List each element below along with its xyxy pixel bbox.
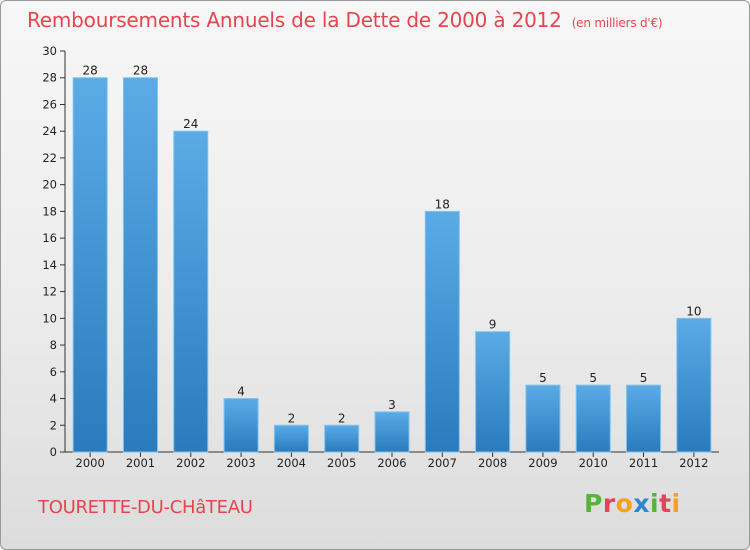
bar (676, 317, 712, 453)
y-tick-label: 20 (42, 178, 57, 192)
y-tick-label: 2 (50, 418, 57, 432)
y-tick-label: 0 (50, 445, 57, 459)
bar (72, 77, 108, 453)
commune-name: TOURETTE-DU-CHâTEAU (38, 497, 253, 518)
chart-bars (72, 77, 712, 453)
bar (223, 398, 259, 453)
bar (173, 130, 209, 453)
logo-letter: i (650, 489, 660, 518)
bar (122, 77, 158, 453)
logo-letter: o (615, 489, 634, 518)
y-tick-label: 16 (42, 231, 57, 245)
y-tick-label: 10 (42, 311, 57, 325)
data-label: 4 (237, 385, 245, 399)
x-tick-label: 2007 (428, 456, 457, 470)
logo-letter: x (633, 489, 650, 518)
logo-letter: i (671, 489, 681, 518)
chart-data-labels: 28 28 24 4 2 2 3 18 9 5 5 5 10 (83, 64, 702, 426)
bar (273, 424, 309, 453)
y-tick-label: 14 (42, 258, 57, 272)
bar (424, 210, 460, 453)
x-tick-label: 2011 (629, 456, 658, 470)
data-label: 5 (589, 371, 597, 385)
x-tick-label: 2012 (679, 456, 708, 470)
data-label: 18 (435, 197, 450, 211)
data-label: 5 (640, 371, 648, 385)
logo-letter: r (602, 489, 616, 518)
bar (525, 384, 561, 453)
chart-title: Remboursements Annuels de la Dette de 20… (27, 8, 663, 32)
bar (324, 424, 360, 453)
y-tick-label: 30 (42, 44, 57, 58)
x-tick-label: 2004 (277, 456, 306, 470)
logo-letter: P (584, 489, 603, 518)
y-tick-label: 12 (42, 285, 57, 299)
data-label: 5 (539, 371, 547, 385)
data-label: 28 (133, 64, 148, 78)
proxiti-logo: Proxiti (584, 489, 681, 518)
data-label: 2 (338, 411, 346, 425)
y-tick-label: 4 (50, 392, 57, 406)
x-tick-label: 2000 (76, 456, 105, 470)
y-tick-label: 6 (50, 365, 57, 379)
logo-letter: t (659, 489, 672, 518)
chart-title-text: Remboursements Annuels de la Dette de 20… (27, 8, 562, 32)
bar (374, 411, 410, 453)
bar (575, 384, 611, 453)
data-label: 3 (388, 398, 396, 412)
data-label: 10 (686, 304, 701, 318)
x-tick-label: 2006 (377, 456, 406, 470)
data-label: 2 (288, 411, 296, 425)
y-tick-label: 8 (50, 338, 57, 352)
bar (626, 384, 662, 453)
x-tick-label: 2001 (126, 456, 155, 470)
chart-unit: (en milliers d'€) (571, 16, 663, 30)
x-tick-label: 2005 (327, 456, 356, 470)
bar (475, 331, 511, 453)
x-tick-label: 2002 (176, 456, 205, 470)
x-tick-label: 2003 (226, 456, 255, 470)
y-tick-label: 24 (42, 124, 57, 138)
x-tick-label: 2008 (478, 456, 507, 470)
data-label: 28 (83, 64, 98, 78)
y-tick-label: 18 (42, 204, 57, 218)
y-tick-label: 22 (42, 151, 57, 165)
x-tick-label: 2009 (528, 456, 557, 470)
data-label: 9 (489, 318, 497, 332)
data-label: 24 (183, 117, 198, 131)
x-tick-label: 2010 (579, 456, 608, 470)
y-tick-label: 26 (42, 97, 57, 111)
y-tick-label: 28 (42, 71, 57, 85)
